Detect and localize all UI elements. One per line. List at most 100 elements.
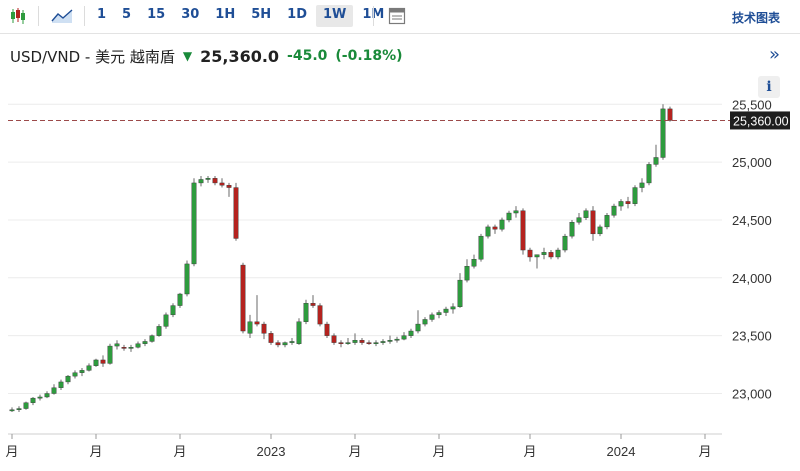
candle-body	[135, 343, 141, 348]
document-icon[interactable]	[385, 5, 409, 27]
interval-1d[interactable]: 1D	[287, 7, 307, 22]
candle	[289, 337, 295, 345]
candle	[506, 210, 512, 223]
toolbar-divider	[84, 6, 85, 26]
candle	[219, 178, 225, 188]
candle	[233, 182, 239, 241]
candle-body	[121, 347, 127, 349]
quote-header: USD/VND - 美元 越南盾 ▼ 25,360.0 -45.0 (-0.18…	[10, 45, 403, 67]
candle	[198, 175, 204, 187]
candle	[128, 344, 134, 352]
candle	[541, 247, 547, 260]
interval-15[interactable]: 15	[147, 7, 166, 22]
candle-body	[387, 340, 393, 342]
y-axis: 23,000 23,500 24,000 24,500 25,000 25,500	[732, 97, 772, 401]
candle-body	[338, 342, 344, 344]
candle	[646, 162, 652, 186]
candle-body	[240, 264, 246, 332]
interval-30[interactable]: 30	[181, 7, 200, 22]
candle	[359, 337, 365, 345]
candle	[16, 406, 22, 413]
candle	[303, 299, 309, 325]
candle	[191, 178, 197, 267]
candle-body	[457, 279, 463, 307]
candle-body	[261, 323, 267, 334]
candle	[583, 208, 589, 220]
interval-1w[interactable]: 1W	[316, 5, 354, 27]
candle	[156, 324, 162, 337]
candle	[625, 196, 631, 209]
candle-body	[548, 252, 554, 258]
candle	[548, 250, 554, 260]
candle	[100, 355, 106, 367]
candle-body	[597, 226, 603, 235]
candle-body	[506, 212, 512, 221]
candle-body	[639, 182, 645, 188]
candle-body	[415, 323, 421, 332]
candle	[408, 328, 414, 338]
candlestick-icon[interactable]	[6, 5, 30, 27]
candle	[212, 175, 218, 186]
candle-body	[114, 343, 120, 347]
expand-button[interactable]: »	[768, 44, 780, 65]
candle	[485, 224, 491, 239]
candle	[275, 340, 281, 348]
info-button[interactable]: i	[758, 76, 780, 98]
candle-body	[170, 305, 176, 316]
candle	[93, 358, 99, 367]
candle	[205, 175, 211, 183]
candle-body	[450, 306, 456, 310]
candle-body	[492, 226, 498, 230]
candle-body	[163, 314, 169, 327]
candle	[632, 185, 638, 207]
candle-body	[51, 387, 57, 394]
price-change: -45.0	[287, 48, 328, 64]
candle-body	[499, 219, 505, 230]
interval-1[interactable]: 1	[97, 7, 107, 22]
candle	[590, 206, 596, 241]
candle-body	[296, 321, 302, 344]
candle-body	[184, 263, 190, 295]
candle-body	[422, 319, 428, 325]
candle	[331, 333, 337, 345]
candle-body	[464, 266, 470, 281]
interval-5[interactable]: 5	[122, 7, 132, 22]
candle-body	[408, 330, 414, 336]
candle	[401, 332, 407, 341]
candle-body	[79, 370, 85, 373]
candle-body	[107, 345, 113, 364]
candle	[114, 340, 120, 350]
x-tick-label: 月	[173, 444, 186, 459]
candle	[58, 379, 64, 391]
candle	[527, 247, 533, 262]
candle-body	[366, 342, 372, 344]
candle-body	[352, 340, 358, 343]
candle-body	[268, 333, 274, 343]
y-tick-label: 24,000	[732, 271, 772, 286]
area-chart-icon[interactable]	[48, 5, 76, 27]
x-tick-label: 月	[348, 444, 361, 459]
candle-body	[534, 254, 540, 258]
tech-chart-link[interactable]: 技术图表	[731, 11, 780, 25]
candle	[30, 396, 36, 406]
candle-body	[653, 157, 659, 165]
grid-lines	[8, 103, 722, 395]
interval-1h[interactable]: 1H	[215, 7, 236, 22]
candle-body	[527, 249, 533, 258]
candle-body	[233, 187, 239, 239]
down-arrow-icon: ▼	[182, 49, 193, 63]
candle-body	[254, 321, 260, 325]
candle	[387, 335, 393, 344]
candle-body	[324, 323, 330, 336]
interval-5h[interactable]: 5H	[251, 7, 272, 22]
candle-body	[93, 359, 99, 366]
x-tick-label: 月	[698, 444, 711, 459]
candle	[142, 339, 148, 347]
candle	[170, 303, 176, 318]
last-price: 25,360.0	[200, 46, 280, 66]
candle-body	[555, 249, 561, 258]
candle	[520, 208, 526, 255]
toolbar-divider	[373, 6, 374, 26]
candle	[380, 339, 386, 345]
